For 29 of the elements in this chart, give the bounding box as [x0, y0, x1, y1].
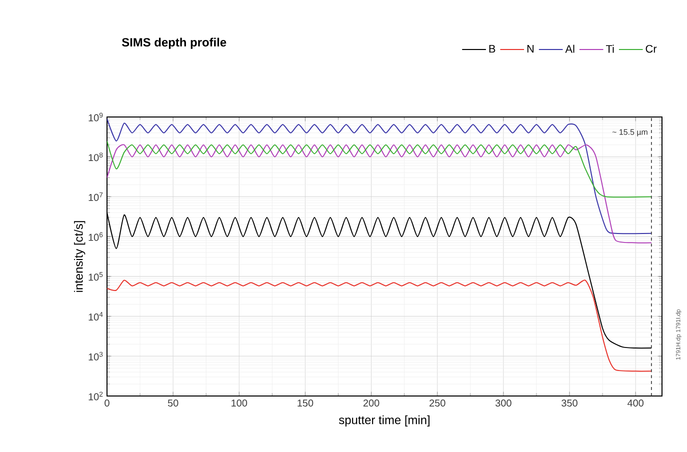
y-tick-label: 10$^{8}$ [88, 152, 103, 162]
x-tick-label: 300 [495, 400, 512, 407]
line-series [107, 280, 652, 372]
line-series [107, 144, 652, 244]
y-tick-label: 10$^{6}$ [88, 232, 103, 241]
x-tick-label: 400 [627, 400, 644, 407]
y-tick-label: 10$^{3}$ [88, 352, 103, 360]
x-tick-label: 100 [232, 400, 248, 407]
y-tick-label: 10$^{4}$ [88, 312, 103, 321]
x-tick-label: 50 [168, 400, 178, 407]
y-tick-label: 10$^{9}$ [88, 112, 103, 122]
x-tick-label: 350 [562, 400, 578, 407]
legend-label: Ti [606, 44, 614, 53]
y-axis-title: intensity [ct/s] [74, 221, 86, 292]
y-tick-label: 10$^{7}$ [88, 192, 103, 201]
line-series [107, 118, 652, 234]
x-tick-label: 0 [104, 400, 110, 407]
y-tick-label: 10$^{5}$ [88, 272, 103, 281]
line-series [107, 140, 652, 198]
legend-label: Cr [646, 44, 657, 53]
x-tick-label: 200 [363, 400, 380, 407]
legend-label: Al [565, 44, 574, 53]
legend-label: N [527, 44, 534, 53]
x-axis-title: sputter time [min] [338, 415, 430, 427]
x-tick-label: 150 [298, 400, 314, 407]
chart-title: SIMS depth profile [122, 38, 226, 49]
legend-label: B [489, 44, 496, 53]
y-tick-label: 10$^{2}$ [88, 392, 103, 400]
x-tick-label: 250 [430, 400, 446, 407]
